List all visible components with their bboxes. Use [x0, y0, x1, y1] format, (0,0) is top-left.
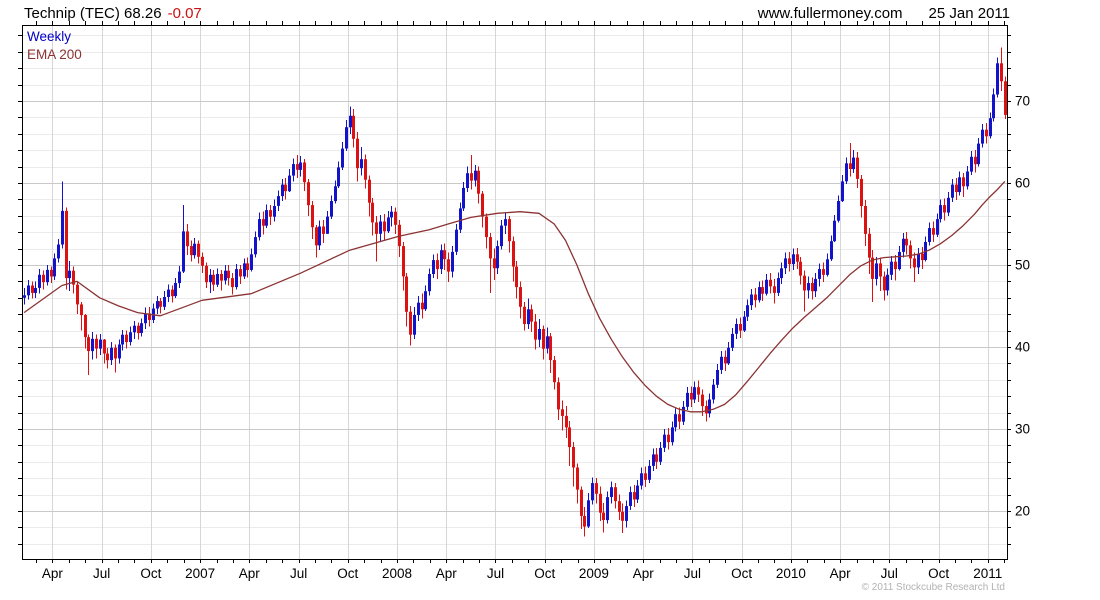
svg-text:Apr: Apr — [436, 566, 458, 581]
svg-text:Apr: Apr — [42, 566, 64, 581]
svg-text:Oct: Oct — [337, 566, 358, 581]
svg-text:20: 20 — [1015, 504, 1030, 519]
legend-weekly-label: Weekly — [27, 29, 72, 44]
svg-text:Oct: Oct — [534, 566, 555, 581]
svg-text:Jul: Jul — [93, 566, 110, 581]
svg-text:Jul: Jul — [881, 566, 898, 581]
svg-text:70: 70 — [1015, 94, 1030, 109]
site-url-label: www.fullermoney.com — [757, 5, 903, 22]
svg-text:2008: 2008 — [382, 566, 412, 581]
svg-text:Apr: Apr — [633, 566, 655, 581]
svg-text:40: 40 — [1015, 340, 1030, 355]
svg-text:Oct: Oct — [140, 566, 161, 581]
svg-text:50: 50 — [1015, 258, 1030, 273]
svg-text:Apr: Apr — [239, 566, 261, 581]
svg-text:30: 30 — [1015, 422, 1030, 437]
legend-ema200-label: EMA 200 — [27, 47, 82, 62]
price-change-label: -0.07 — [167, 5, 202, 22]
svg-text:2011: 2011 — [973, 566, 1002, 581]
copyright-label: © 2011 Stockcube Research Ltd — [861, 582, 1005, 593]
svg-text:Jul: Jul — [487, 566, 504, 581]
svg-text:Oct: Oct — [928, 566, 949, 581]
svg-text:2009: 2009 — [579, 566, 609, 581]
chart-date-label: 25 Jan 2011 — [928, 5, 1010, 22]
chart-header-right: www.fullermoney.com 25 Jan 2011 — [758, 5, 1010, 22]
svg-text:2010: 2010 — [776, 566, 806, 581]
instrument-price-label: Technip (TEC) 68.26 — [24, 5, 162, 22]
svg-text:Jul: Jul — [684, 566, 701, 581]
svg-text:Jul: Jul — [290, 566, 307, 581]
svg-text:Apr: Apr — [830, 566, 852, 581]
svg-text:60: 60 — [1015, 176, 1030, 191]
chart-title: Technip (TEC) 68.26 -0.07 — [24, 5, 202, 22]
svg-text:2007: 2007 — [185, 566, 215, 581]
svg-text:Oct: Oct — [731, 566, 752, 581]
